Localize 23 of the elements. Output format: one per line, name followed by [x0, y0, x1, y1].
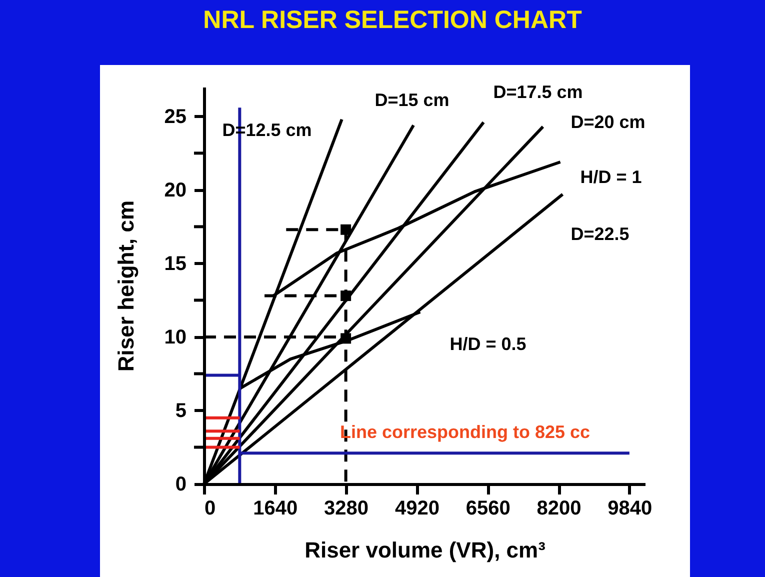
x-tick-label: 4920	[394, 498, 440, 520]
x-tick-label: 9840	[608, 498, 652, 520]
y-tick-label: 10	[164, 326, 186, 348]
x-axis-title: Riser volume (VR), cm³	[304, 538, 546, 562]
chart-title: NRL RISER SELECTION CHART	[203, 6, 582, 34]
x-tick-label: 6560	[466, 498, 510, 520]
y-tick-label: 5	[175, 400, 186, 422]
y-tick-label: 25	[164, 106, 186, 128]
annotation: D=22.5	[570, 224, 630, 244]
annotation: H/D = 0.5	[450, 334, 526, 354]
y-axis-title: Riser height, cm	[113, 200, 138, 372]
y-tick-label: 0	[175, 474, 186, 496]
annotation: D=20 cm	[570, 112, 646, 132]
annotation: H/D = 1	[580, 167, 642, 187]
x-tick-label: 3280	[324, 498, 369, 520]
annotation: D=17.5 cm	[493, 82, 583, 102]
y-tick-label: 15	[164, 252, 186, 275]
annotation: Line corresponding to 825 cc	[340, 422, 590, 442]
annotation: D=15 cm	[374, 90, 450, 110]
y-tick-label: 20	[164, 179, 186, 202]
x-tick-label: 8200	[536, 498, 582, 520]
x-tick-label: 0	[204, 498, 216, 520]
x-tick-label: 1640	[253, 498, 298, 520]
